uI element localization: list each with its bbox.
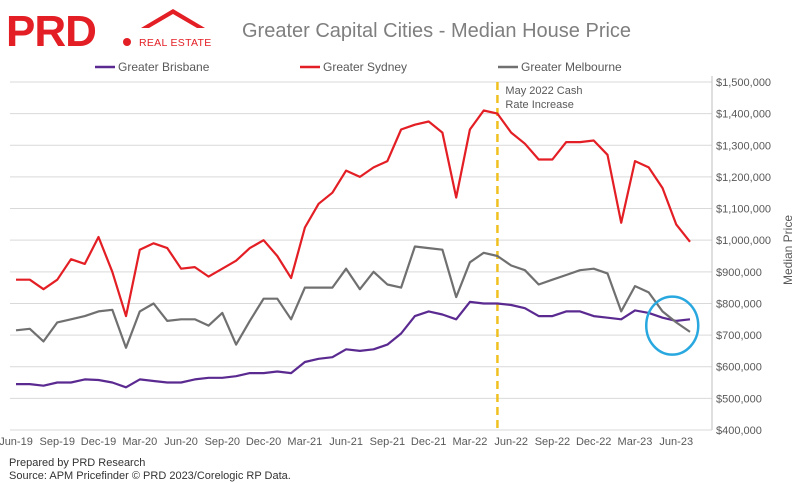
chart-title: Greater Capital Cities - Median House Pr… (242, 20, 631, 42)
y-tick-label: $1,000,000 (716, 235, 771, 247)
x-tick-label: Dec-19 (81, 436, 116, 448)
y-tick-label: $1,400,000 (716, 109, 771, 121)
x-axis-ticks: Jun-19 Sep-19 Dec-19 Mar-20 Jun-20 Sep-20 Dec-… (0, 436, 693, 448)
y-tick-label: $400,000 (716, 425, 762, 437)
y-tick-label: $1,100,000 (716, 204, 771, 216)
annotation-line-2: Rate Increase (505, 99, 573, 111)
legend-label-melbourne: Greater Melbourne (521, 60, 622, 74)
x-tick-label: Dec-22 (576, 436, 611, 448)
series-line-greater-melbourne (15, 245, 691, 349)
series-lines (15, 109, 691, 389)
footer-prepared-by: Prepared by PRD Research (9, 457, 145, 469)
series-line-greater-brisbane (16, 300, 691, 389)
logo-dot (123, 38, 131, 46)
y-tick-label: $1,300,000 (716, 140, 771, 152)
y-tick-label: $600,000 (716, 362, 762, 374)
annotation-line-1: May 2022 Cash (505, 85, 582, 97)
x-tick-label: Mar-22 (452, 436, 487, 448)
x-tick-label: Jun-22 (494, 436, 528, 448)
x-tick-label: Dec-21 (411, 436, 446, 448)
x-tick-label: Jun-20 (164, 436, 198, 448)
y-axis-ticks: $400,000 $500,000 $600,000 $700,000 $800,000… (716, 77, 771, 437)
logo-wordmark: PRD (6, 7, 96, 56)
legend: Greater Brisbane Greater Sydney Greater … (95, 60, 622, 74)
x-tick-label: Jun-21 (329, 436, 363, 448)
x-tick-label: Jun-23 (659, 436, 693, 448)
series-line-greater-sydney (16, 109, 691, 318)
legend-label-sydney: Greater Sydney (323, 60, 407, 74)
y-tick-label: $1,500,000 (716, 77, 771, 89)
logo-tagline: REAL ESTATE (139, 37, 212, 49)
x-tick-label: Mar-23 (618, 436, 653, 448)
x-tick-label: Sep-19 (40, 436, 75, 448)
x-tick-label: Mar-20 (122, 436, 157, 448)
roof-icon (141, 9, 205, 28)
footer-source: Source: APM Pricefinder © PRD 2023/Corel… (9, 470, 291, 482)
x-tick-label: Dec-20 (246, 436, 281, 448)
y-tick-label: $700,000 (716, 330, 762, 342)
x-tick-label: Sep-21 (370, 436, 405, 448)
x-tick-label: Mar-21 (287, 436, 322, 448)
highlight-circle (644, 295, 700, 356)
y-tick-label: $500,000 (716, 393, 762, 405)
x-tick-label: Jun-19 (0, 436, 33, 448)
x-tick-label: Sep-20 (205, 436, 240, 448)
legend-label-brisbane: Greater Brisbane (118, 60, 210, 74)
gridlines (10, 76, 713, 431)
prd-logo: PRD REAL ESTATE (6, 7, 212, 56)
y-tick-label: $800,000 (716, 298, 762, 310)
y-tick-label: $900,000 (716, 267, 762, 279)
y-axis-title: Median Price (781, 215, 795, 285)
y-tick-label: $1,200,000 (716, 172, 771, 184)
x-tick-label: Sep-22 (535, 436, 570, 448)
